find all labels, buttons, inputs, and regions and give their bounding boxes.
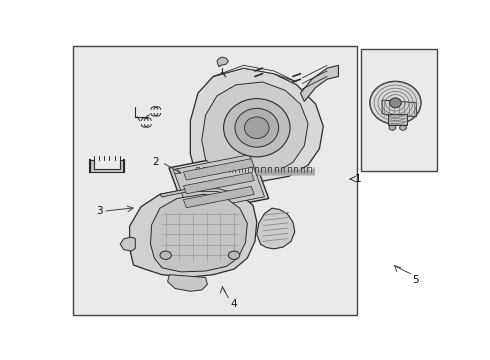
Polygon shape [190,68,323,182]
Text: 2: 2 [152,157,159,167]
Polygon shape [213,66,297,82]
Polygon shape [388,114,407,125]
Bar [361,49,437,171]
Polygon shape [120,237,135,251]
Polygon shape [168,275,207,291]
Circle shape [160,251,172,260]
Polygon shape [129,189,257,278]
Polygon shape [217,57,228,67]
Polygon shape [183,172,254,194]
Circle shape [389,125,396,130]
Circle shape [400,125,406,130]
Ellipse shape [223,99,290,157]
Circle shape [228,251,240,260]
Ellipse shape [235,108,279,147]
Polygon shape [150,194,247,272]
Polygon shape [90,159,124,172]
Text: 3: 3 [97,207,103,216]
Polygon shape [169,152,269,215]
Text: 4: 4 [230,299,237,309]
Ellipse shape [390,98,401,108]
Ellipse shape [370,81,421,124]
Polygon shape [382,100,416,117]
Polygon shape [202,82,308,176]
Bar [73,46,358,315]
Polygon shape [300,66,339,102]
Polygon shape [173,155,265,212]
Polygon shape [183,159,254,180]
Polygon shape [257,208,295,249]
Ellipse shape [245,117,269,139]
Polygon shape [160,189,240,197]
Text: 5: 5 [413,275,419,285]
Polygon shape [183,186,254,208]
Text: 1: 1 [355,174,362,184]
